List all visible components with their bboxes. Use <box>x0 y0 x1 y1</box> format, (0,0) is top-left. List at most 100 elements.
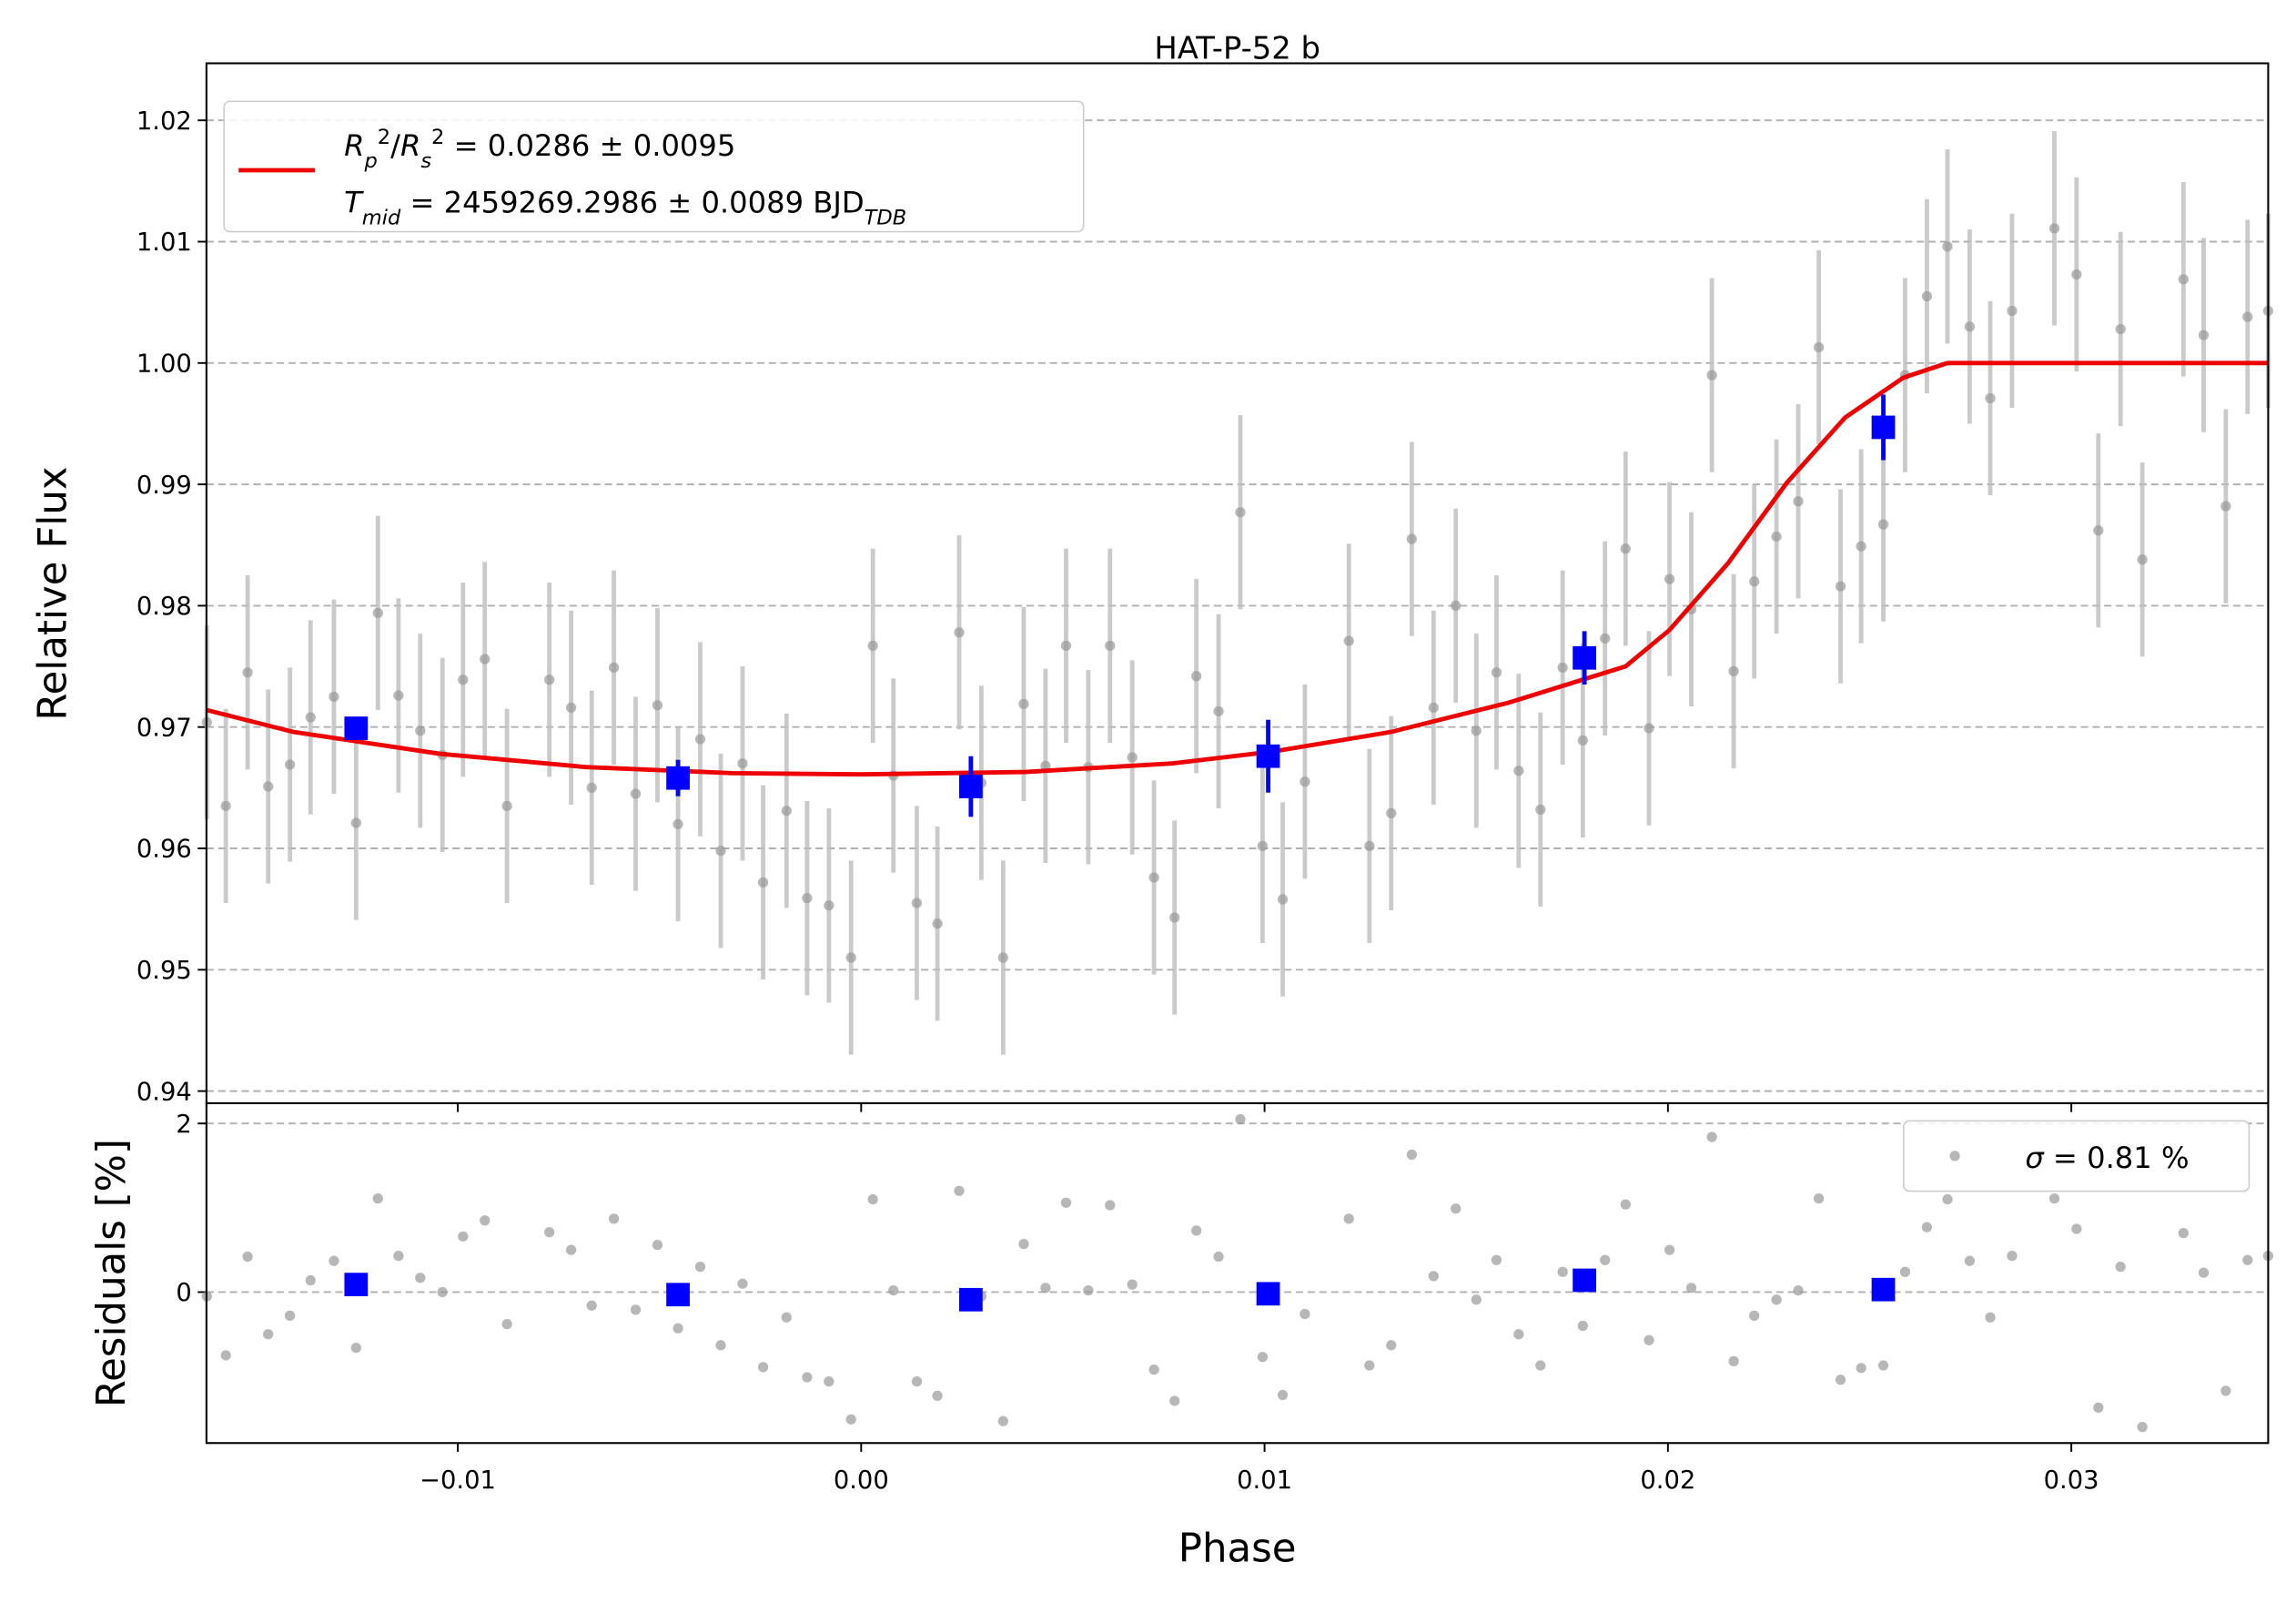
data-point <box>2115 323 2126 335</box>
data-point <box>630 1304 642 1315</box>
data-point <box>1386 807 1397 818</box>
data-point <box>329 1255 339 1266</box>
data-point <box>1060 640 1072 652</box>
data-point <box>393 1250 404 1262</box>
data-point <box>652 700 663 711</box>
data-point <box>1491 1254 1502 1265</box>
data-point <box>781 806 792 817</box>
data-point <box>673 1323 683 1334</box>
data-point <box>2220 1385 2231 1396</box>
data-point <box>1406 1149 1417 1161</box>
binned-point <box>959 775 983 798</box>
binned-point <box>666 766 690 790</box>
data-point <box>652 1239 663 1251</box>
legend: σ = 0.81 % <box>1902 1120 2250 1192</box>
data-point <box>1813 1193 1825 1204</box>
x-tick-label: 0.03 <box>2044 1466 2099 1495</box>
data-point <box>1428 702 1439 714</box>
data-point <box>586 1300 597 1311</box>
data-point <box>350 1342 361 1354</box>
data-point <box>242 1251 253 1263</box>
label-part: σ <box>2025 1141 2045 1175</box>
data-point <box>1877 519 1889 530</box>
data-point <box>1921 290 1933 302</box>
data-point <box>2007 305 2018 317</box>
data-point <box>1728 1355 1739 1367</box>
legend-box <box>1902 1120 2250 1192</box>
x-tick-label: −0.01 <box>420 1466 496 1495</box>
binned-point <box>666 1283 690 1307</box>
data-point <box>694 1262 706 1273</box>
label-part: p <box>363 149 377 173</box>
legend-label: Rp2/Rs2 = 0.0286 ± 0.0095 <box>344 126 735 173</box>
data-point <box>1343 1213 1354 1224</box>
binned-point <box>1573 1268 1596 1293</box>
data-point <box>501 1319 512 1330</box>
data-point <box>1577 1320 1588 1332</box>
data-point <box>1706 1131 1717 1142</box>
data-point <box>2242 1254 2253 1265</box>
data-point <box>1471 725 1482 736</box>
data-point <box>608 662 620 674</box>
data-point <box>1942 1193 1953 1205</box>
data-point <box>1213 1251 1224 1263</box>
data-point <box>867 640 878 652</box>
data-point <box>263 1329 274 1340</box>
y-tick-label: 0.98 <box>137 593 192 621</box>
data-point <box>1386 1340 1397 1351</box>
data-point <box>911 898 923 908</box>
data-point <box>1169 1395 1180 1406</box>
label-part: T <box>344 186 364 220</box>
data-point <box>1985 392 1996 404</box>
y-tick-label: 0.97 <box>137 714 192 742</box>
binned-point <box>1871 1277 1896 1302</box>
data-point <box>220 800 231 811</box>
model-curve <box>206 360 2269 777</box>
data-point <box>1213 705 1224 717</box>
data-point <box>2093 525 2104 536</box>
binned-point <box>1871 415 1896 440</box>
data-point <box>1664 1244 1675 1255</box>
data-point <box>1257 840 1268 851</box>
data-point <box>2115 1262 2126 1273</box>
label-part: = 2459269.2986 ± 0.0089 BJD <box>400 186 864 220</box>
data-point <box>1685 1283 1697 1294</box>
data-point <box>911 1376 923 1387</box>
data-point <box>2093 1402 2104 1413</box>
binned-point <box>1256 744 1280 768</box>
data-point <box>1018 698 1029 710</box>
data-point <box>1191 671 1202 682</box>
legend-box <box>223 100 1085 233</box>
x-axis-label: Phase <box>1178 1527 1297 1572</box>
data-point <box>1060 1197 1072 1208</box>
data-point <box>480 654 491 665</box>
data-point <box>630 788 642 799</box>
data-point <box>694 734 706 745</box>
data-point <box>1899 1266 1911 1277</box>
data-point <box>954 627 965 638</box>
data-point <box>1235 1113 1246 1125</box>
label-part: R <box>344 128 364 163</box>
data-point <box>673 818 683 829</box>
label-part: = 0.0286 ± 0.0095 <box>444 128 735 163</box>
data-point <box>2242 311 2253 322</box>
data-point <box>1877 1360 1889 1371</box>
data-point <box>285 759 296 770</box>
data-point <box>1364 840 1375 851</box>
data-point <box>1835 1375 1846 1385</box>
y-tick-label: 1.02 <box>137 107 192 136</box>
data-point <box>997 952 1008 963</box>
label-part: TDB <box>865 207 907 230</box>
data-point <box>372 1193 383 1204</box>
binned-point <box>344 716 369 740</box>
y-tick-label: 1.01 <box>137 228 192 257</box>
label-part: s <box>420 149 431 173</box>
data-point <box>715 846 726 857</box>
data-point <box>845 1414 856 1425</box>
data-point <box>544 675 555 685</box>
data-point <box>1451 1203 1462 1214</box>
data-point <box>608 1213 620 1224</box>
label-part: mid <box>362 207 401 230</box>
data-point <box>824 1376 834 1387</box>
